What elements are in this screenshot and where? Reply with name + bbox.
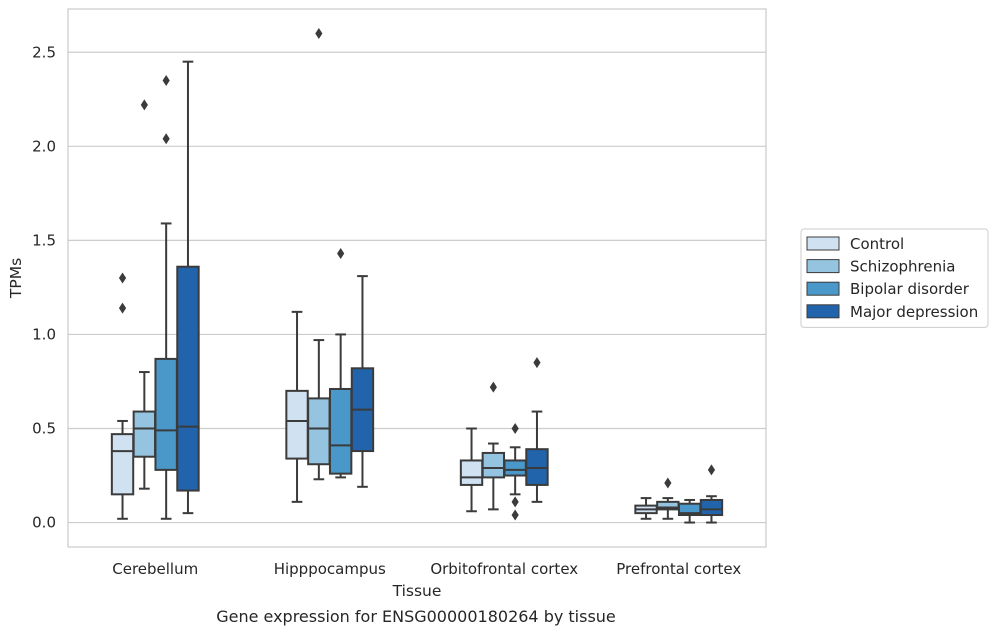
- x-tick-label: Hipppocampus: [274, 560, 386, 578]
- boxplot-boxes: [110, 27, 724, 524]
- legend-swatch: [806, 236, 840, 251]
- box-schizophrenia: [132, 99, 157, 490]
- box: [285, 389, 309, 460]
- outlier-point: [707, 464, 716, 476]
- box-major-depression: [350, 275, 375, 488]
- box: [503, 459, 527, 477]
- outlier-point: [337, 248, 345, 260]
- box-control: [285, 310, 309, 503]
- outlier-point: [489, 381, 497, 393]
- box: [699, 498, 724, 517]
- box: [176, 265, 200, 492]
- box-bipolar-disorder: [503, 422, 527, 521]
- legend-swatch: [806, 259, 840, 274]
- outlier-point: [533, 357, 541, 369]
- box: [154, 357, 178, 471]
- y-tick-label: 2.0: [32, 137, 56, 155]
- y-tick-label: 1.0: [32, 325, 56, 343]
- outlier-point: [162, 133, 170, 145]
- legend-label: Control: [850, 235, 904, 253]
- legend-label: Bipolar disorder: [850, 280, 970, 298]
- chart-caption: Gene expression for ENSG00000180264 by t…: [216, 607, 616, 626]
- y-tick-label: 2.5: [32, 43, 56, 61]
- outlier-point: [511, 422, 519, 434]
- x-tick-label: Cerebellum: [112, 560, 198, 578]
- box: [328, 387, 353, 475]
- box-major-depression: [525, 357, 549, 503]
- outlier-point: [315, 27, 323, 39]
- x-tick-label: Prefrontal cortex: [616, 560, 741, 578]
- y-tick-label: 0.0: [32, 514, 56, 532]
- legend-swatch: [806, 304, 840, 319]
- box: [459, 459, 484, 486]
- outlier-point: [664, 477, 672, 489]
- legend-label: Schizophrenia: [850, 258, 955, 276]
- box-major-depression: [176, 60, 200, 515]
- box: [481, 451, 506, 479]
- outlier-point: [140, 99, 148, 111]
- outlier-point: [511, 509, 519, 521]
- y-tick-label: 0.5: [32, 419, 56, 437]
- box-bipolar-disorder: [328, 248, 353, 479]
- legend: Control Schizophrenia Bipolar disorder Majo…: [800, 228, 989, 328]
- box-control: [110, 272, 135, 520]
- outlier-point: [511, 496, 519, 508]
- x-axis-label: Tissue: [392, 582, 442, 600]
- outlier-point: [118, 302, 127, 314]
- box: [307, 397, 331, 466]
- legend-label: Major depression: [850, 303, 978, 321]
- box: [132, 410, 157, 458]
- outlier-point: [162, 74, 170, 86]
- box-major-depression: [699, 464, 724, 524]
- box: [110, 433, 135, 496]
- y-tick-label: 1.5: [32, 231, 56, 249]
- box-control: [634, 497, 658, 520]
- legend-swatch: [806, 281, 840, 296]
- x-tick-label: Orbitofrontal cortex: [430, 560, 578, 578]
- y-axis-label: TPMs: [7, 258, 25, 299]
- outlier-point: [118, 272, 127, 284]
- x-tick-labels: Cerebellum Hipppocampus Orbitofrontal cort…: [112, 560, 741, 578]
- box-schizophrenia: [307, 27, 331, 481]
- legend-frame: [800, 228, 989, 328]
- plot-frame: [67, 8, 767, 548]
- y-tick-labels: 0.0 0.5 1.0 1.5 2.0 2.5: [32, 43, 56, 531]
